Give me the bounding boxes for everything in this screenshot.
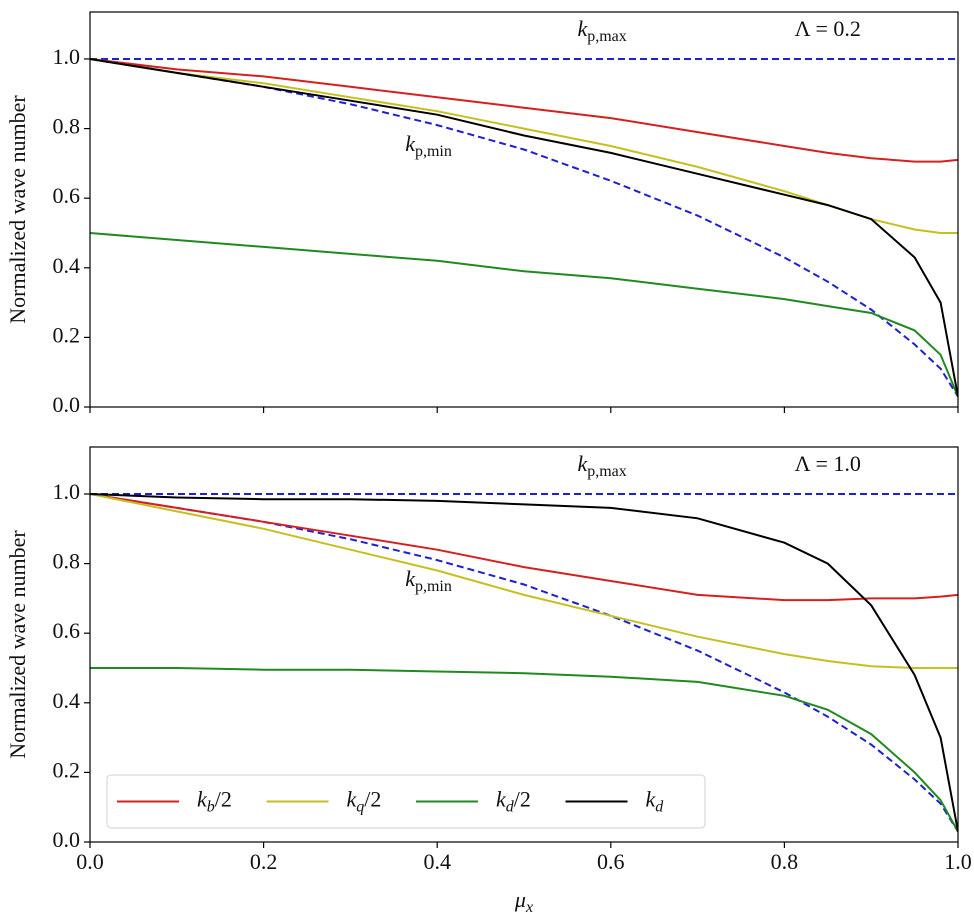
annotation: kp,min xyxy=(405,131,452,160)
series-line xyxy=(90,667,958,833)
series-line xyxy=(90,493,958,669)
x-tick-label: 0.6 xyxy=(597,849,625,874)
y-tick-label: 0.4 xyxy=(53,688,81,713)
annotation: Λ = 1.0 xyxy=(795,451,861,476)
x-tick-label: 0.8 xyxy=(771,849,799,874)
x-tick-label: 0.4 xyxy=(423,849,451,874)
x-tick-label: 1.0 xyxy=(944,849,972,874)
x-tick-label: 0.0 xyxy=(76,849,104,874)
legend-box xyxy=(106,774,706,829)
y-tick-label: 1.0 xyxy=(53,479,81,504)
y-tick-label: 0.8 xyxy=(53,114,81,139)
x-axis-label: μx xyxy=(514,887,533,916)
legend-label: kd xyxy=(646,787,665,816)
plot-frame xyxy=(89,446,959,843)
annotation: kp,min xyxy=(405,566,452,595)
annotation: kp,max xyxy=(577,451,626,480)
y-tick-label: 1.0 xyxy=(53,44,81,69)
y-tick-label: 0.6 xyxy=(53,618,81,643)
series-line xyxy=(90,58,958,234)
annotation: kp,max xyxy=(577,16,626,45)
y-axis-label: Normalized wave number xyxy=(5,95,30,324)
y-tick-label: 0.0 xyxy=(53,392,81,417)
legend: kb/2 kq/2 kd/2 kd xyxy=(106,774,706,829)
series-line xyxy=(90,58,958,398)
y-tick-label: 0.0 xyxy=(53,827,81,852)
y-axis-label: Normalized wave number xyxy=(5,530,30,759)
x-tick-label: 0.2 xyxy=(250,849,278,874)
series-line xyxy=(90,232,958,397)
legend-label: kq/2 xyxy=(347,787,382,816)
y-tick-label: 0.2 xyxy=(53,322,81,347)
series-line xyxy=(90,493,958,832)
legend-label: kd/2 xyxy=(496,787,531,816)
y-tick-label: 0.6 xyxy=(53,183,81,208)
plot-frame xyxy=(89,11,959,408)
annotation: Λ = 0.2 xyxy=(795,16,861,41)
series-line xyxy=(90,58,958,163)
y-tick-label: 0.4 xyxy=(53,253,81,278)
series-line xyxy=(90,58,958,397)
y-tick-label: 0.8 xyxy=(53,549,81,574)
series-line xyxy=(90,493,958,602)
y-tick-label: 0.2 xyxy=(53,757,81,782)
legend-label: kb/2 xyxy=(197,787,232,816)
